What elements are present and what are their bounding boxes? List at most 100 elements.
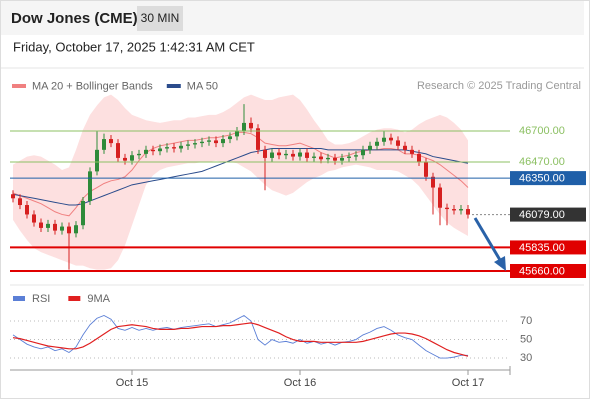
candle-body bbox=[424, 161, 428, 177]
candle-body bbox=[340, 157, 344, 161]
forecast-arrowhead bbox=[494, 256, 506, 271]
candle-body bbox=[39, 222, 43, 228]
subtitle: Friday, October 17, 2025 1:42:31 AM CET bbox=[13, 39, 255, 54]
timeframe-box bbox=[137, 6, 183, 31]
candle-body bbox=[417, 153, 421, 162]
candle-body bbox=[32, 214, 36, 223]
level-label: 46470.00 bbox=[519, 156, 565, 168]
legend-swatch bbox=[166, 84, 181, 88]
legend-swatch bbox=[68, 296, 81, 301]
level-label: 46350.00 bbox=[519, 173, 565, 185]
candle-body bbox=[186, 144, 190, 146]
x-tick-label: Oct 17 bbox=[452, 377, 484, 389]
candle-body bbox=[53, 223, 57, 231]
candle-body bbox=[270, 152, 274, 158]
candle-body bbox=[151, 149, 155, 152]
indicator-line bbox=[12, 314, 468, 359]
indicator-line bbox=[12, 322, 469, 357]
candle-body bbox=[368, 145, 372, 150]
y-tick-label: 50 bbox=[520, 333, 532, 345]
legend-swatch bbox=[12, 84, 26, 88]
candle-body bbox=[207, 140, 211, 142]
candle-body bbox=[361, 149, 365, 156]
legend-label: 9MA bbox=[87, 293, 110, 305]
candle-body bbox=[235, 130, 239, 137]
candle-body bbox=[410, 149, 414, 154]
candle-body bbox=[291, 153, 295, 157]
candle-body bbox=[137, 153, 141, 156]
candle-body bbox=[81, 200, 85, 226]
candle-body bbox=[123, 157, 127, 161]
candle-body bbox=[228, 136, 232, 140]
candle-body bbox=[389, 137, 393, 141]
timeframe: 30 MIN bbox=[141, 11, 180, 25]
candle-body bbox=[109, 139, 113, 144]
candle-body bbox=[326, 157, 330, 160]
candle-body bbox=[200, 141, 204, 144]
candle-body bbox=[403, 145, 407, 150]
source: Research © 2025 Trading Central bbox=[417, 80, 581, 92]
candle-body bbox=[354, 155, 358, 157]
candle-body bbox=[347, 156, 351, 158]
candle-body bbox=[256, 128, 260, 150]
candle-body bbox=[312, 156, 316, 158]
candle-body bbox=[158, 148, 162, 152]
candle-body bbox=[165, 147, 169, 149]
candle-body bbox=[214, 140, 218, 144]
x-tick-label: Oct 16 bbox=[284, 377, 316, 389]
candle-body bbox=[284, 153, 288, 156]
level-box bbox=[510, 207, 586, 222]
forecast-arrow bbox=[473, 217, 502, 261]
legend-label: MA 50 bbox=[187, 80, 218, 92]
candle-body bbox=[179, 145, 183, 149]
level-box bbox=[510, 263, 586, 278]
candle-body bbox=[382, 137, 386, 142]
candle-body bbox=[172, 147, 176, 149]
candle-body bbox=[46, 223, 50, 228]
candle-body bbox=[60, 226, 64, 231]
candle-body bbox=[102, 139, 106, 150]
x-tick-label: Oct 15 bbox=[116, 377, 148, 389]
overlay: 46700.00 46470.00 46350.00 46079.00 45835.00… bbox=[10, 80, 586, 389]
header-bar bbox=[1, 1, 584, 35]
candle-body bbox=[249, 122, 253, 129]
candle-body bbox=[333, 157, 337, 161]
candle-body bbox=[25, 205, 29, 215]
y-tick-label: 70 bbox=[520, 315, 532, 327]
candle-body bbox=[375, 141, 379, 146]
chart-title: Dow Jones (CME) bbox=[11, 10, 138, 27]
candle-body bbox=[466, 209, 470, 215]
candle-body bbox=[116, 143, 120, 158]
candle-body bbox=[396, 140, 400, 146]
price-plot bbox=[11, 94, 470, 270]
candle-body bbox=[431, 176, 435, 188]
candle-body bbox=[67, 226, 71, 234]
legend-label: RSI bbox=[32, 293, 50, 305]
level-box bbox=[510, 240, 586, 255]
moving-average bbox=[12, 147, 469, 206]
legend-swatch bbox=[13, 296, 25, 301]
bollinger-band bbox=[13, 94, 468, 270]
candle-body bbox=[74, 225, 78, 234]
y-tick-label: 30 bbox=[520, 352, 532, 364]
candle-body bbox=[452, 209, 456, 211]
candle-body bbox=[95, 149, 99, 172]
candle-body bbox=[298, 152, 302, 157]
candle-body bbox=[130, 155, 134, 161]
level-label: 46079.00 bbox=[519, 209, 565, 221]
candle-body bbox=[11, 194, 15, 199]
candle-body bbox=[144, 149, 148, 154]
level-label: 45660.00 bbox=[519, 265, 565, 277]
candle-body bbox=[277, 152, 281, 156]
legend-label: MA 20 + Bollinger Bands bbox=[32, 80, 153, 92]
level-label: 45835.00 bbox=[519, 242, 565, 254]
level-box bbox=[510, 171, 586, 186]
candle-body bbox=[438, 187, 442, 208]
candle-body bbox=[305, 152, 309, 158]
candle-body bbox=[193, 143, 197, 145]
candle-body bbox=[445, 207, 449, 210]
candle-body bbox=[319, 156, 323, 160]
candle-body bbox=[18, 198, 22, 206]
